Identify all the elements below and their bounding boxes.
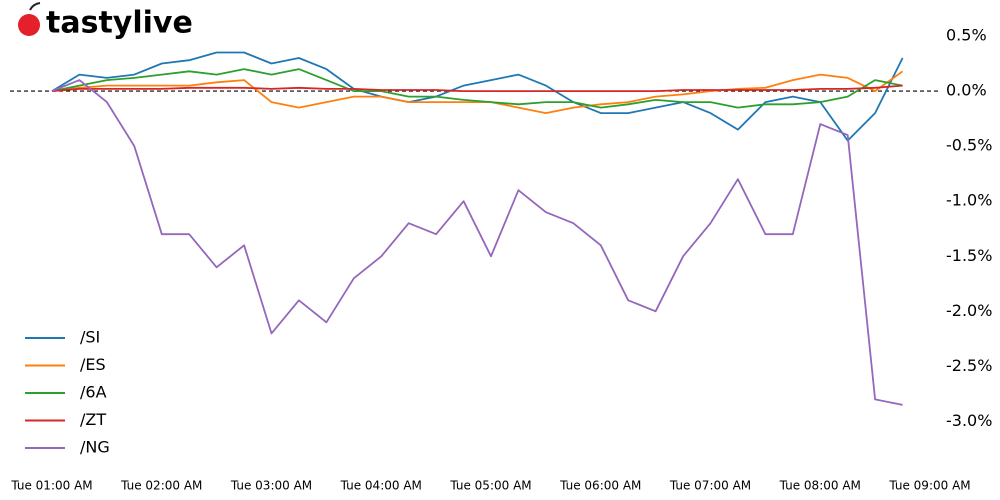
y-tick-label: -2.0% (946, 301, 992, 320)
y-tick-label: -3.0% (946, 411, 992, 430)
y-tick-label: 0.0% (946, 81, 987, 100)
logo-cherry (18, 14, 40, 36)
series-line (51, 79, 903, 406)
legend-label: /NG (80, 438, 110, 457)
legend-label: /ES (80, 355, 106, 374)
logo-text: tastylive (46, 6, 193, 41)
x-tick-label: Tue 05:00 AM (449, 479, 531, 493)
y-tick-label: -1.5% (946, 246, 992, 265)
x-tick-label: Tue 03:00 AM (230, 479, 312, 493)
logo-stem (29, 2, 41, 11)
logo: tastylive (18, 2, 193, 41)
x-tick-label: Tue 02:00 AM (120, 479, 202, 493)
series-line (51, 70, 904, 114)
y-tick-label: -0.5% (946, 136, 992, 155)
legend-label: /6A (80, 383, 107, 402)
series-line (51, 51, 904, 142)
x-tick-label: Tue 01:00 AM (10, 479, 92, 493)
y-tick-label: -2.5% (946, 356, 992, 375)
legend-label: /SI (80, 328, 100, 347)
series-line (51, 68, 903, 109)
legend-label: /ZT (80, 410, 106, 429)
series-line (51, 84, 903, 92)
x-tick-label: Tue 08:00 AM (779, 479, 861, 493)
x-tick-label: Tue 09:00 AM (888, 479, 970, 493)
y-tick-label: -1.0% (946, 191, 992, 210)
x-tick-label: Tue 06:00 AM (559, 479, 641, 493)
y-tick-label: 0.5% (946, 26, 987, 45)
x-tick-label: Tue 04:00 AM (340, 479, 422, 493)
x-tick-label: Tue 07:00 AM (669, 479, 751, 493)
